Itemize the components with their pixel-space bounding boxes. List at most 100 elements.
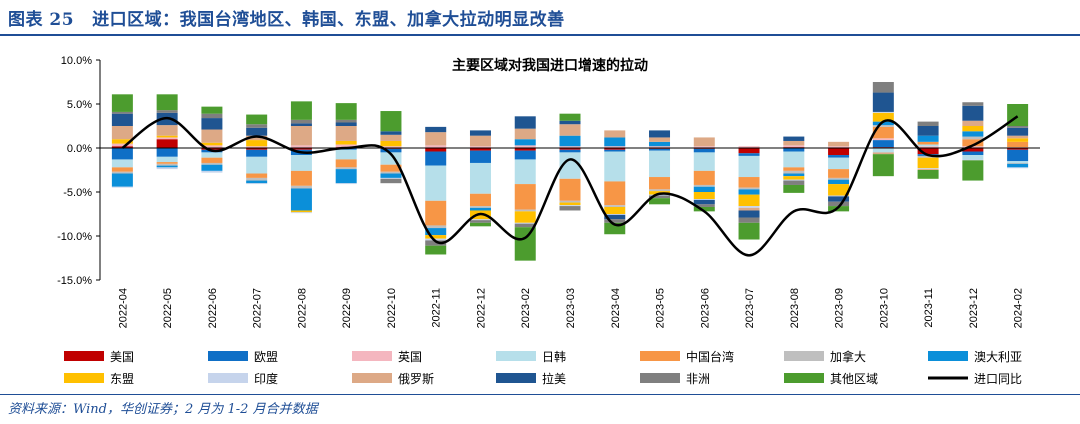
bar-segment xyxy=(828,148,850,156)
bar-segment xyxy=(111,113,133,126)
legend-label: 进口同比 xyxy=(974,372,1022,386)
bar-segment xyxy=(290,148,312,150)
bar-segment xyxy=(201,164,223,171)
y-tick-label: -5.0% xyxy=(63,187,92,199)
bar-segment xyxy=(962,131,984,137)
bar-segment xyxy=(738,187,760,190)
bar-segment xyxy=(1007,127,1029,136)
bar-segment xyxy=(380,173,402,178)
x-tick-label: 2023-03 xyxy=(565,288,577,328)
bar-segment xyxy=(828,155,850,158)
bar-segment xyxy=(962,139,984,147)
bar-segment xyxy=(246,173,268,178)
bar-segment xyxy=(604,137,626,147)
bar-segment xyxy=(604,205,626,207)
bar-segment xyxy=(559,135,581,147)
bar-segment xyxy=(1007,135,1029,139)
bar-segment xyxy=(335,149,357,160)
bar-segment xyxy=(425,165,447,201)
bar-segment xyxy=(1007,167,1029,169)
bar-segment xyxy=(604,222,626,235)
bar-segment xyxy=(111,171,133,174)
figure-label: 图表 25 xyxy=(8,10,75,30)
x-tick-label: 2023-02 xyxy=(520,288,532,328)
bar-segment xyxy=(469,150,491,163)
bar-segment xyxy=(917,135,939,142)
bar-segment xyxy=(693,152,715,171)
legend-label: 澳大利亚 xyxy=(974,350,1022,364)
bar-segment xyxy=(693,148,715,153)
x-tick-label: 2023-08 xyxy=(789,288,801,328)
bar-segment xyxy=(201,148,223,150)
bar-segment xyxy=(425,151,447,166)
bar-segment xyxy=(335,169,357,184)
x-tick-label: 2022-10 xyxy=(386,288,398,328)
bar-segment xyxy=(649,146,671,148)
bar-segment xyxy=(962,155,984,160)
bar-segment xyxy=(872,154,894,177)
bar-segment xyxy=(604,148,626,150)
bar-segment xyxy=(872,112,894,122)
bar-segment xyxy=(380,140,402,147)
bar-segment xyxy=(738,155,760,178)
bar-segment xyxy=(425,238,447,241)
x-tick-label: 2023-05 xyxy=(655,288,667,328)
bar-segment xyxy=(559,113,581,121)
bar-segment xyxy=(693,170,715,185)
bar-segment xyxy=(693,192,715,200)
bar-segment xyxy=(559,148,581,150)
bar-segment xyxy=(828,157,850,170)
x-tick-label: 2023-09 xyxy=(834,288,846,328)
bar-segment xyxy=(559,178,581,201)
bar-segment xyxy=(649,194,671,196)
bar-segment xyxy=(111,139,133,144)
bar-segment xyxy=(380,171,402,174)
bar-segment xyxy=(604,149,626,152)
bar-segment xyxy=(335,140,357,145)
legend-label: 东盟 xyxy=(110,372,134,386)
bar-segment xyxy=(649,198,671,205)
footer-divider xyxy=(0,394,1080,395)
legend-swatch xyxy=(928,351,968,361)
bar-segment xyxy=(693,199,715,205)
bar-segment xyxy=(604,214,626,215)
bar-segment xyxy=(380,164,402,172)
bar-segment xyxy=(693,199,715,200)
bar-segment xyxy=(1007,161,1029,163)
bar-segment xyxy=(693,146,715,148)
bar-segment xyxy=(335,167,357,170)
bar-segment xyxy=(469,162,491,194)
bar-segment xyxy=(649,141,671,147)
bar-segment xyxy=(962,105,984,121)
bar-segment xyxy=(380,177,402,179)
bar-segment xyxy=(246,149,268,157)
bar-segment xyxy=(917,170,939,179)
legend-swatch xyxy=(208,373,248,383)
bar-segment xyxy=(514,209,536,212)
x-tick-label: 2024-02 xyxy=(1013,288,1025,328)
bar-segment xyxy=(738,206,760,208)
bar-segment xyxy=(649,137,671,142)
bar-segment xyxy=(335,144,357,148)
bar-segment xyxy=(962,102,984,106)
bar-segment xyxy=(201,113,223,119)
x-tick-label: 2022-12 xyxy=(475,288,487,328)
bar-segment xyxy=(559,205,581,207)
bar-segment xyxy=(828,201,850,207)
bar-segment xyxy=(828,196,850,202)
bar-segment xyxy=(425,148,447,152)
bar-segment xyxy=(828,177,850,180)
bar-segment xyxy=(917,121,939,126)
bar-segment xyxy=(514,128,536,140)
bar-segment xyxy=(917,126,939,136)
bar-segment xyxy=(604,219,626,223)
legend-swatch xyxy=(640,351,680,361)
y-tick-label: 5.0% xyxy=(67,99,92,111)
bar-segment xyxy=(201,157,223,163)
bar-segment xyxy=(290,123,312,126)
legend-swatch xyxy=(784,373,824,383)
x-tick-label: 2023-07 xyxy=(744,288,756,328)
bar-segment xyxy=(783,170,805,174)
bar-segment xyxy=(738,153,760,156)
x-tick-label: 2023-06 xyxy=(699,288,711,328)
